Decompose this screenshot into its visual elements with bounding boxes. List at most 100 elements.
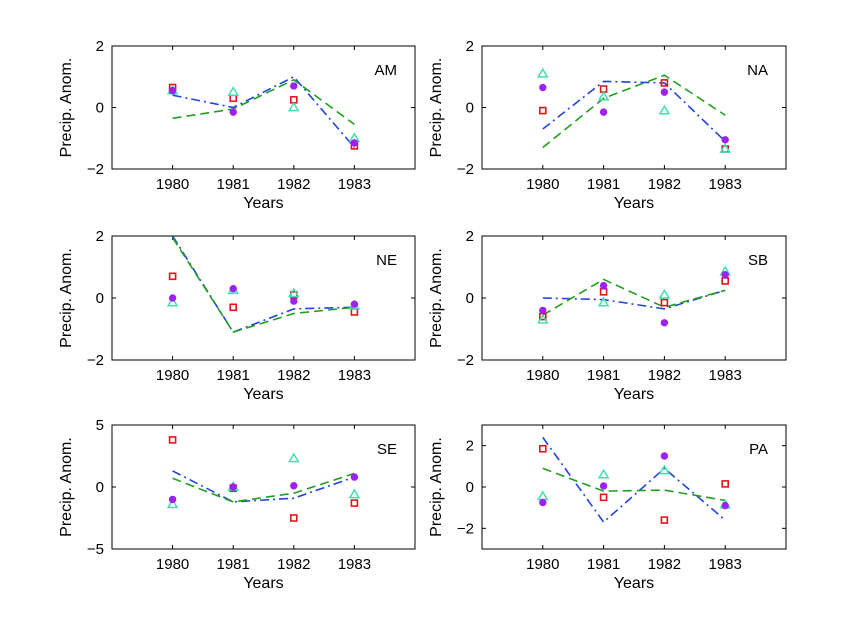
panel-ne: 1980 1981 1982 1983 −2 0 2 Years Precip. Anom. NE <box>58 228 416 403</box>
x-tick-label: 1980 <box>526 176 559 193</box>
x-axis-label: Years <box>614 575 654 592</box>
marker-triangle <box>597 296 610 307</box>
marker-square <box>721 277 730 285</box>
y-tick-label: −2 <box>457 520 474 537</box>
marker-circle <box>660 452 669 460</box>
marker-square <box>599 493 608 502</box>
x-axis-label: Years <box>243 575 283 592</box>
x-tick-label: 1980 <box>526 367 559 384</box>
x-tick-label: 1981 <box>217 367 250 384</box>
marker-circle <box>660 88 669 96</box>
marker-triangle <box>287 101 300 112</box>
x-tick-label: 1983 <box>709 176 742 193</box>
x-tick-label: 1983 <box>338 367 371 384</box>
marker-triangle <box>597 468 610 479</box>
x-tick-label: 1983 <box>709 556 742 573</box>
x-axis-label: Years <box>243 386 283 403</box>
x-tick-label: 1980 <box>156 176 189 193</box>
series-line-dashdot <box>172 470 355 503</box>
marker-circle <box>599 108 608 116</box>
y-tick-label: 5 <box>96 417 104 434</box>
region-label: SB <box>748 252 768 269</box>
marker-circle <box>721 271 729 279</box>
marker-triangle <box>658 288 671 299</box>
marker-circle <box>350 300 359 308</box>
y-tick-label: 2 <box>96 38 104 55</box>
marker-square <box>660 298 669 307</box>
y-tick-label: 2 <box>466 228 474 245</box>
marker-triangle <box>166 498 179 509</box>
marker-circle <box>290 482 298 490</box>
y-tick-label: −2 <box>87 352 104 369</box>
x-axis-label: Years <box>614 195 654 212</box>
marker-triangle <box>348 488 361 499</box>
marker-square <box>350 308 359 316</box>
x-tick-label: 1981 <box>587 556 620 573</box>
marker-circle <box>660 319 669 327</box>
y-tick-label: 2 <box>466 438 474 455</box>
marker-triangle <box>658 464 671 475</box>
y-axis-label: Precip. Anom. <box>58 437 75 537</box>
marker-square <box>721 480 730 488</box>
region-label: PA <box>749 441 768 458</box>
series-line-dashed <box>542 467 726 502</box>
marker-circle <box>539 498 547 507</box>
plot-frame <box>481 235 787 361</box>
marker-triangle <box>658 104 671 115</box>
marker-triangle <box>536 67 549 78</box>
x-tick-label: 1980 <box>156 556 189 573</box>
marker-circle <box>539 83 547 92</box>
marker-square <box>660 79 669 87</box>
marker-square <box>168 272 177 281</box>
marker-square <box>229 303 237 312</box>
y-tick-label: −5 <box>87 541 104 558</box>
series-line-dashed <box>542 74 726 149</box>
marker-square <box>229 94 237 103</box>
marker-circle <box>290 297 298 305</box>
y-tick-label: 0 <box>96 479 104 496</box>
marker-circle <box>721 136 729 144</box>
x-tick-label: 1982 <box>277 556 310 573</box>
plot-frame <box>111 45 416 170</box>
y-tick-label: 2 <box>96 228 104 245</box>
marker-circle <box>168 495 177 504</box>
x-tick-label: 1982 <box>648 367 681 384</box>
y-tick-label: 0 <box>466 479 474 496</box>
marker-triangle <box>227 86 240 97</box>
marker-square <box>289 514 298 522</box>
series-line-dashed <box>171 237 355 334</box>
marker-circle <box>350 139 359 147</box>
x-tick-label: 1983 <box>338 556 371 573</box>
series-line-dashdot <box>172 75 356 149</box>
series-line-dashdot <box>542 80 726 142</box>
x-tick-label: 1981 <box>587 367 620 384</box>
panel-na: 1980 1981 1982 1983 −2 0 2 Years Precip. Anom. NA <box>428 38 787 212</box>
plot-frame <box>481 45 787 170</box>
y-tick-label: 0 <box>466 290 474 307</box>
y-tick-label: 0 <box>96 100 104 117</box>
x-tick-label: 1982 <box>277 176 310 193</box>
series-line-dashed <box>172 78 355 126</box>
region-label: NA <box>747 62 768 79</box>
marker-triangle <box>536 313 549 324</box>
marker-circle <box>350 473 359 481</box>
x-tick-label: 1983 <box>338 176 371 193</box>
marker-circle <box>599 482 608 490</box>
marker-circle <box>721 501 729 510</box>
x-tick-label: 1983 <box>709 367 742 384</box>
marker-triangle <box>166 296 179 307</box>
marker-square <box>660 516 669 524</box>
region-label: NE <box>376 252 397 269</box>
panel-pa: 1980 1981 1982 1983 −2 0 2 Years Precip. Anom. PA <box>428 424 787 592</box>
marker-triangle <box>597 90 610 101</box>
marker-circle <box>168 294 177 302</box>
marker-square <box>538 106 547 115</box>
plot-frame <box>481 424 787 550</box>
marker-square <box>538 444 547 453</box>
x-tick-label: 1981 <box>217 556 250 573</box>
region-label: AM <box>375 62 398 79</box>
panel-sb: 1980 1981 1982 1983 −2 0 2 Years Precip. Anom. SB <box>428 228 787 403</box>
x-tick-label: 1982 <box>648 556 681 573</box>
marker-circle <box>168 86 177 95</box>
marker-circle <box>290 82 298 90</box>
